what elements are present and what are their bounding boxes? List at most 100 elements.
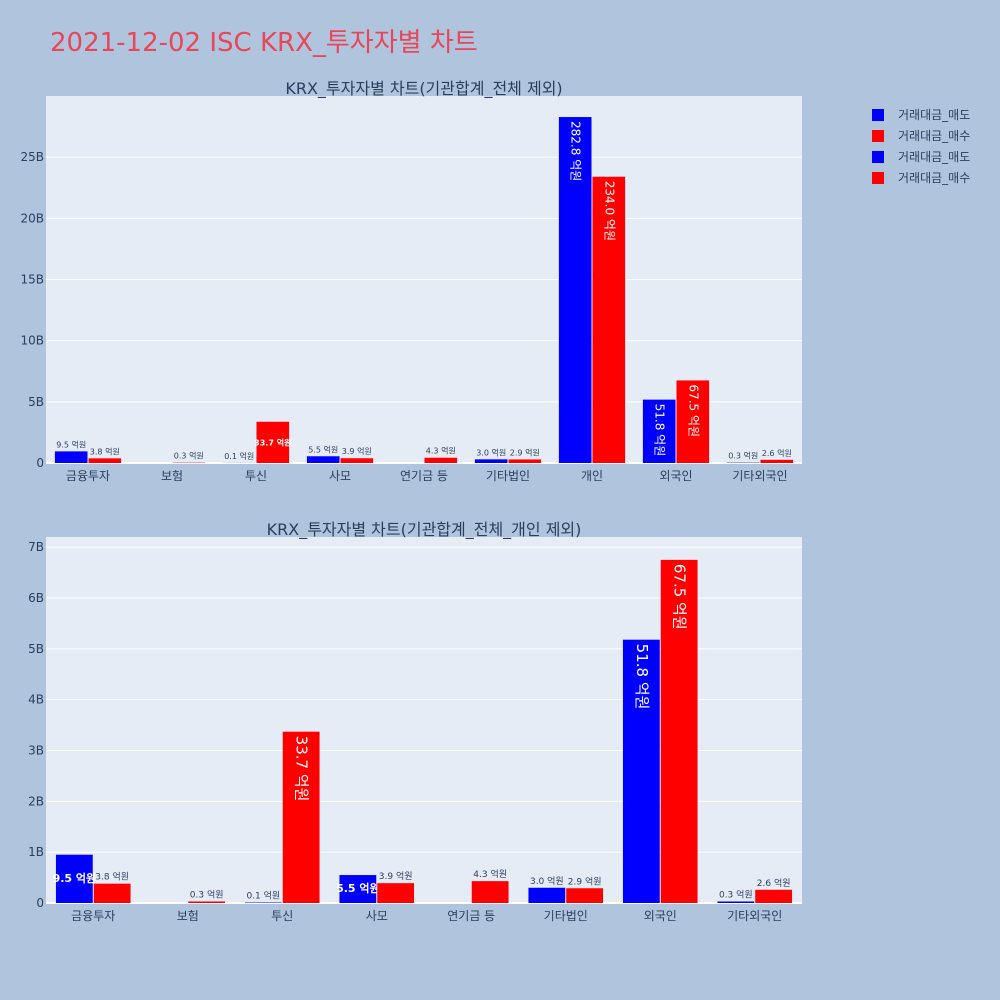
bar[interactable] [508, 459, 542, 463]
bar[interactable] [528, 887, 566, 903]
legend-swatch [872, 150, 884, 163]
x-tick-label: 투신 [271, 909, 293, 923]
data-label: 3.0 억원 [530, 875, 564, 887]
bar[interactable] [474, 459, 508, 463]
legend-label: 거래대금_매수 [898, 171, 971, 185]
bar[interactable] [306, 456, 340, 463]
bar[interactable] [471, 881, 509, 903]
x-tick-label: 금융투자 [66, 469, 110, 483]
bar[interactable] [592, 176, 626, 464]
data-label: 0.3 억원 [174, 451, 204, 461]
data-label: 51.8 억원 [653, 404, 667, 457]
data-label: 3.8 억원 [95, 871, 129, 883]
bar[interactable] [755, 889, 793, 903]
y-tick-label: 10B [20, 334, 44, 348]
bar[interactable] [760, 459, 794, 463]
bar[interactable] [93, 883, 131, 903]
data-label: 2.6 억원 [762, 448, 792, 458]
data-label: 9.5 억원 [53, 871, 97, 885]
x-tick-label: 기타법인 [486, 469, 530, 483]
data-label: 5.5 억원 [308, 444, 338, 454]
data-label: 4.3 억원 [426, 446, 456, 456]
bar[interactable] [717, 901, 755, 903]
y-tick-label: 5B [28, 642, 44, 656]
y-tick-label: 5B [28, 395, 44, 409]
legend-swatch [872, 108, 884, 121]
legend-item-sell-2[interactable]: 거래대금_매도 [872, 146, 970, 167]
legend-label: 거래대금_매수 [898, 129, 971, 143]
data-label: 2.9 억원 [510, 447, 540, 457]
y-tick-label: 20B [20, 211, 44, 225]
data-label: 33.7 억원 [254, 437, 291, 447]
bar[interactable] [339, 875, 377, 903]
bar[interactable] [54, 451, 88, 463]
bar[interactable] [676, 380, 710, 463]
x-tick-label: 기타법인 [544, 909, 588, 923]
x-tick-label: 외국인 [659, 469, 692, 483]
x-tick-label: 보험 [161, 469, 183, 483]
bar[interactable] [424, 457, 458, 463]
bar[interactable] [256, 421, 290, 463]
page-title: 2021-12-02 ISC KRX_투자자별 차트 [50, 28, 478, 58]
x-tick-label: 외국인 [644, 909, 677, 923]
data-label: 3.9 억원 [342, 446, 372, 456]
legend[interactable]: 거래대금_매도 거래대금_매수 거래대금_매도 거래대금_매수 [872, 104, 970, 188]
data-label: 67.5 억원 [686, 384, 700, 437]
legend-item-sell-1[interactable]: 거래대금_매도 [872, 104, 970, 125]
x-tick-label: 보험 [177, 909, 199, 923]
bar[interactable] [642, 399, 676, 463]
bar[interactable] [88, 458, 122, 463]
legend-item-buy-1[interactable]: 거래대금_매수 [872, 125, 970, 146]
bar[interactable] [622, 639, 660, 903]
y-tick-label: 15B [20, 273, 44, 287]
bar[interactable] [377, 883, 415, 903]
data-label: 4.3 억원 [473, 868, 507, 880]
x-tick-label: 사모 [329, 469, 351, 483]
legend-swatch [872, 129, 884, 142]
x-tick-label: 개인 [581, 469, 603, 483]
data-label: 3.8 억원 [90, 446, 120, 456]
x-tick-label: 연기금 등 [447, 909, 495, 923]
y-tick-label: 1B [28, 845, 44, 859]
x-tick-label: 금융투자 [71, 909, 115, 923]
legend-item-buy-2[interactable]: 거래대금_매수 [872, 167, 970, 188]
y-tick-label: 4B [28, 693, 44, 707]
data-label: 0.3 억원 [190, 888, 224, 900]
bar[interactable] [340, 458, 374, 463]
data-label: 2.6 억원 [757, 877, 791, 889]
bar[interactable] [660, 559, 698, 903]
data-label: 3.0 억원 [476, 447, 506, 457]
x-tick-label: 연기금 등 [400, 469, 448, 483]
bar[interactable] [188, 901, 226, 903]
legend-swatch [872, 171, 884, 184]
y-tick-label: 2B [28, 794, 44, 808]
legend-label: 거래대금_매도 [898, 108, 971, 122]
bar[interactable] [55, 854, 93, 903]
y-tick-label: 6B [28, 591, 44, 605]
legend-label: 거래대금_매도 [898, 150, 971, 164]
data-label: 9.5 억원 [56, 439, 86, 449]
chart-title: KRX_투자자별 차트(기관합계_전체 제외) [285, 79, 562, 99]
data-label: 282.8 억원 [569, 121, 583, 181]
data-label: 67.5 억원 [671, 564, 689, 630]
data-label: 51.8 억원 [633, 644, 651, 710]
bar[interactable] [558, 117, 592, 464]
bar[interactable] [282, 731, 320, 903]
data-label: 0.3 억원 [719, 888, 753, 900]
chart-title: KRX_투자자별 차트(기관합계_전체_개인 제외) [267, 520, 582, 540]
data-label: 33.7 억원 [293, 736, 311, 802]
bar[interactable] [566, 888, 604, 903]
data-label: 3.9 억원 [379, 870, 413, 882]
x-tick-label: 기타외국인 [727, 909, 782, 923]
data-label: 5.5 억원 [336, 881, 380, 895]
y-tick-label: 0 [36, 896, 44, 910]
y-tick-label: 7B [28, 540, 44, 554]
data-label: 2.9 억원 [568, 875, 602, 887]
data-label: 0.1 억원 [224, 451, 254, 461]
y-tick-label: 3B [28, 744, 44, 758]
data-label: 0.1 억원 [246, 889, 280, 901]
data-label: 0.3 억원 [728, 451, 758, 461]
x-tick-label: 투신 [245, 469, 267, 483]
bar[interactable] [244, 902, 282, 903]
